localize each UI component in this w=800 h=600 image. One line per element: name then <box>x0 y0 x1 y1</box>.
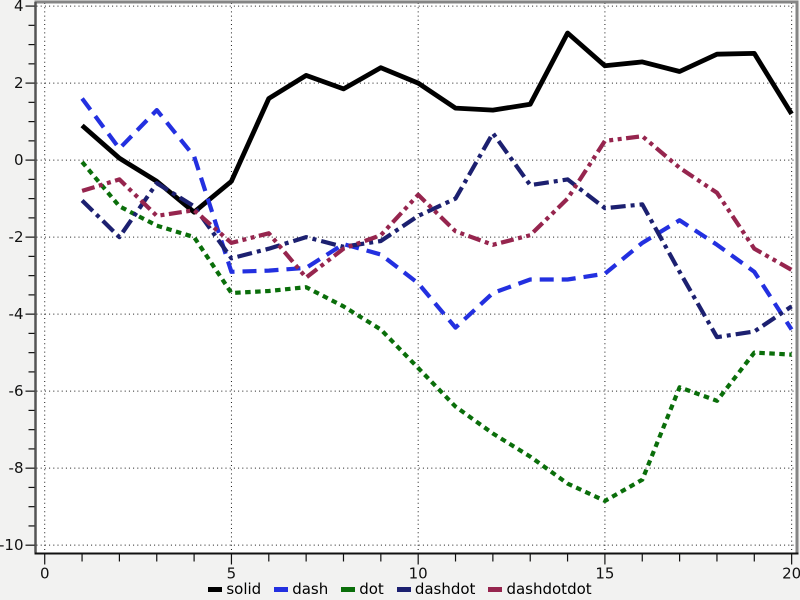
x-tick-label: 5 <box>227 565 237 583</box>
legend-swatch-dash <box>274 586 289 592</box>
x-tick-label: 15 <box>595 565 614 583</box>
y-tick-label: -10 <box>0 536 24 554</box>
plot-frame <box>34 0 799 553</box>
legend-item-solid: solid <box>208 580 261 598</box>
legend-swatch-dashdot <box>396 586 411 592</box>
legend-swatch-solid <box>208 586 223 592</box>
y-tick-label: -2 <box>9 228 24 246</box>
legend-label: dashdot <box>414 580 476 598</box>
axes <box>34 2 799 555</box>
legend-swatch-dot <box>341 586 356 592</box>
legend: solid dash dot dashdot dashdotdot <box>0 579 800 599</box>
x-tick-label: 10 <box>409 565 428 583</box>
series-line-dot <box>80 160 792 503</box>
legend-label: dot <box>359 580 384 598</box>
legend-label: solid <box>226 580 262 598</box>
y-tick-label: -8 <box>9 459 24 477</box>
x-tick-label: 0 <box>40 565 50 583</box>
legend-label: dashdotdot <box>506 580 592 598</box>
legend-item-dashdot: dashdot <box>396 580 476 598</box>
legend-item-dot: dot <box>341 580 384 598</box>
gridlines <box>36 3 797 553</box>
legend-item-dash: dash <box>274 580 328 598</box>
ticks <box>25 5 793 565</box>
legend-label: dash <box>292 580 329 598</box>
y-tick-label: 0 <box>14 151 24 169</box>
legend-swatch-dashdotdot <box>488 586 503 592</box>
y-tick-label: -4 <box>9 305 24 323</box>
series-line-dash <box>80 97 794 331</box>
y-tick-label: -6 <box>9 382 24 400</box>
series-line-dashdot <box>80 131 793 340</box>
y-tick-label: 4 <box>14 0 24 15</box>
x-tick-label: 20 <box>782 565 800 583</box>
y-tick-label: 2 <box>14 74 24 92</box>
series-line-dashdotdot <box>81 134 793 280</box>
legend-item-dashdotdot: dashdotdot <box>488 580 592 598</box>
plot-area <box>36 3 797 553</box>
series-line-solid <box>80 30 794 215</box>
